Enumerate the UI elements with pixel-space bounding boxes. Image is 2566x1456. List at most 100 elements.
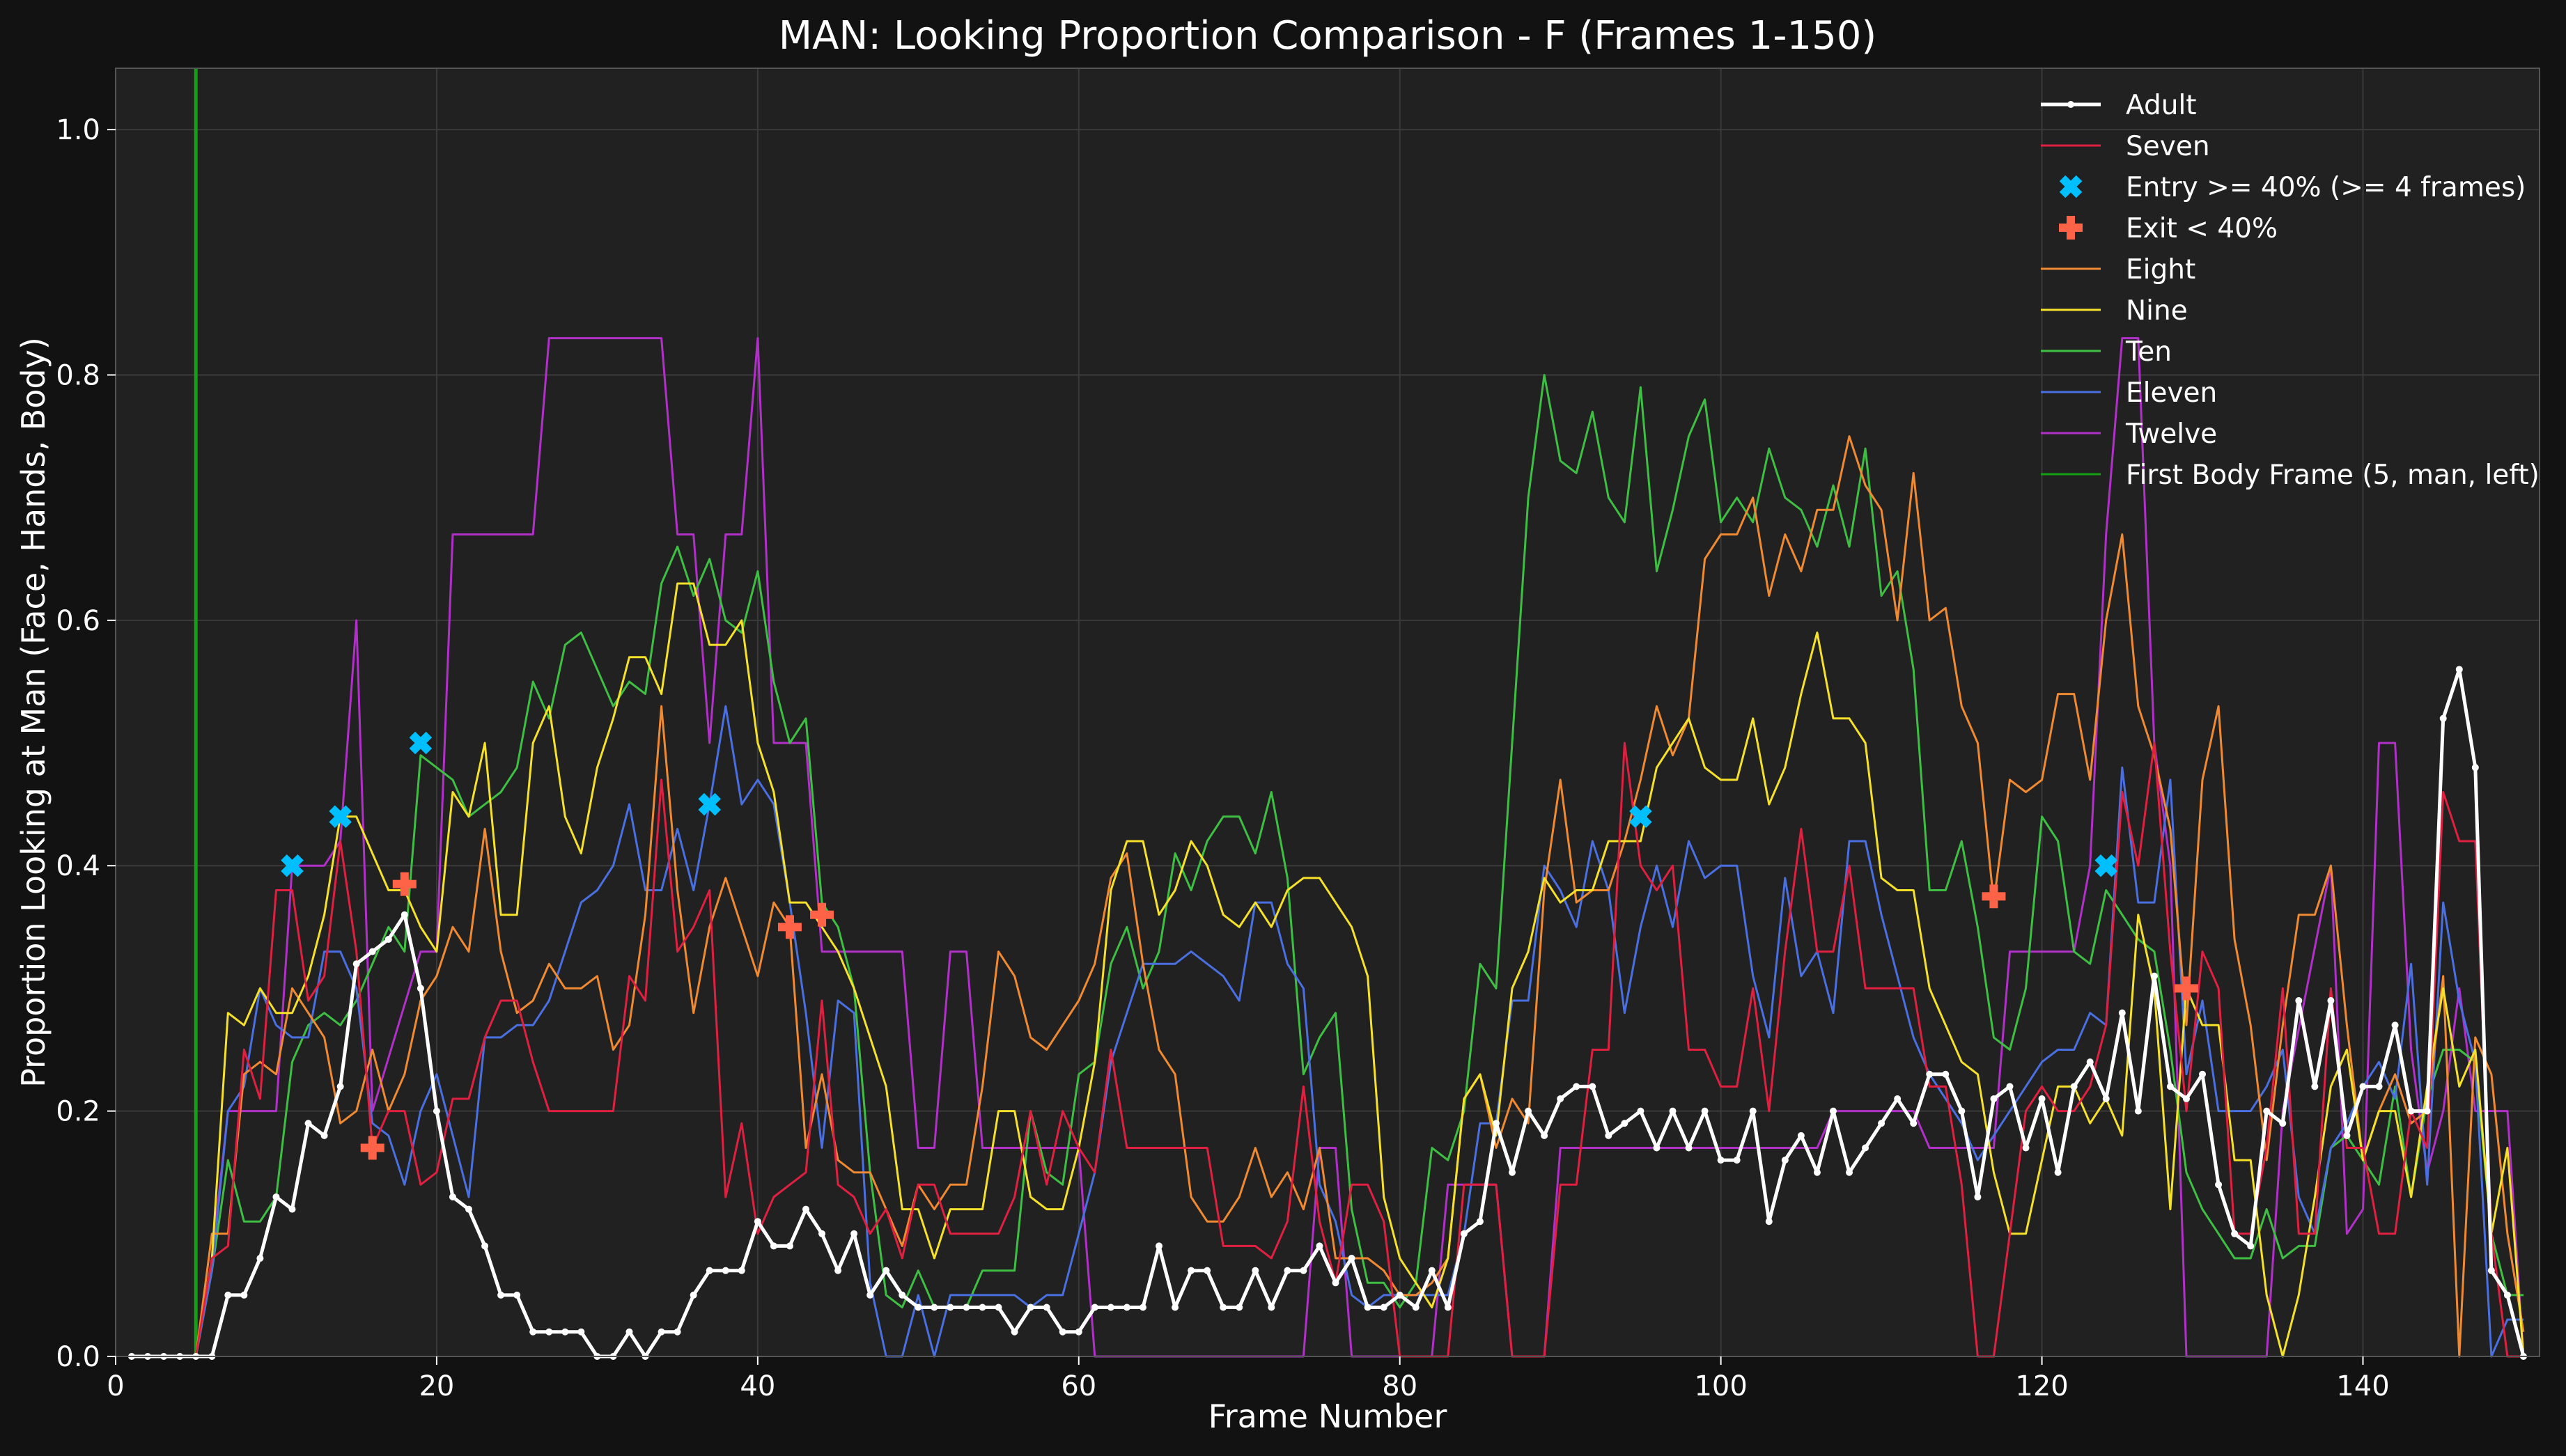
data-point-adult <box>625 1328 633 1336</box>
data-point-adult <box>2487 1267 2495 1274</box>
y-axis-title: Proportion Looking at Man (Face, Hands, … <box>15 337 52 1088</box>
legend-label: Eight <box>2126 254 2195 285</box>
data-point-adult <box>1509 1168 1516 1176</box>
data-point-adult <box>2375 1083 2383 1090</box>
data-point-adult <box>2327 997 2335 1005</box>
data-point-adult <box>1059 1328 1066 1336</box>
data-point-adult <box>256 1255 264 1262</box>
legend-item-adult: Adult <box>2041 90 2197 121</box>
data-point-adult <box>2295 997 2303 1005</box>
data-point-adult <box>2359 1083 2367 1090</box>
data-point-adult <box>2102 1095 2110 1102</box>
data-point-adult <box>2199 1070 2207 1078</box>
data-point-adult <box>1829 1107 1837 1115</box>
data-point-adult <box>690 1291 697 1299</box>
data-point-adult <box>2279 1120 2287 1127</box>
data-point-adult <box>1220 1304 1227 1311</box>
data-point-adult <box>1268 1304 1275 1311</box>
data-point-adult <box>1813 1168 1821 1176</box>
data-point-adult <box>2439 714 2447 722</box>
data-point-adult <box>272 1193 280 1200</box>
data-point-adult <box>352 960 360 968</box>
x-tick-label: 0 <box>107 1370 124 1402</box>
data-point-adult <box>1525 1107 1532 1115</box>
exit-marker <box>777 915 802 939</box>
exit-marker <box>392 872 417 896</box>
data-point-adult <box>802 1205 809 1213</box>
series-eleven <box>132 705 2524 1358</box>
entry-marker <box>281 854 304 877</box>
data-point-adult <box>1926 1070 1934 1078</box>
legend-item-eight: Eight <box>2041 254 2195 285</box>
data-point-adult <box>1797 1132 1805 1139</box>
exit-marker <box>2174 976 2198 1001</box>
data-point-adult <box>1846 1168 1853 1176</box>
legend-item-eleven: Eleven <box>2041 377 2217 409</box>
data-point-adult <box>1605 1132 1612 1139</box>
legend-swatch-marker <box>2067 101 2074 108</box>
plot-area <box>116 68 2540 1356</box>
entry-marker <box>2094 854 2118 877</box>
x-tick-label: 140 <box>2336 1370 2389 1402</box>
series-layer <box>128 337 2527 1360</box>
data-point-adult <box>2423 1107 2431 1115</box>
series-adult <box>128 666 2527 1360</box>
data-point-adult <box>401 911 408 918</box>
data-point-adult <box>738 1267 745 1274</box>
data-point-adult <box>1573 1083 1580 1090</box>
exit-marker <box>810 902 834 927</box>
y-tick-label: 0.8 <box>56 359 100 391</box>
data-point-adult <box>1589 1083 1596 1090</box>
entry-marker <box>698 792 721 816</box>
data-point-adult <box>545 1328 553 1336</box>
data-point-adult <box>1139 1304 1146 1311</box>
legend-label: First Body Frame (5, man, left) <box>2126 460 2540 491</box>
data-point-adult <box>465 1205 473 1213</box>
legend-label: Ten <box>2125 336 2172 368</box>
data-point-adult <box>1541 1132 1548 1139</box>
y-tick-label: 1.0 <box>56 114 100 146</box>
legend-label: Adult <box>2126 90 2197 121</box>
data-point-adult <box>529 1328 537 1336</box>
data-point-adult <box>384 935 392 943</box>
data-point-adult <box>915 1304 922 1311</box>
data-point-adult <box>1781 1157 1789 1164</box>
x-tick-label: 20 <box>419 1370 454 1402</box>
entry-marker <box>409 731 433 755</box>
data-point-adult <box>1027 1304 1034 1311</box>
data-point-adult <box>866 1291 874 1299</box>
data-point-adult <box>368 948 376 955</box>
data-point-adult <box>1300 1267 1307 1274</box>
data-point-adult <box>497 1291 505 1299</box>
legend-label: Entry >= 40% (>= 4 frames) <box>2126 172 2526 203</box>
series-twelve <box>132 337 2525 1358</box>
data-point-adult <box>1910 1120 1918 1127</box>
data-point-adult <box>433 1107 440 1115</box>
data-point-adult <box>2150 972 2158 980</box>
data-point-adult <box>304 1120 312 1127</box>
data-point-adult <box>2134 1107 2142 1115</box>
series-line-ten <box>132 374 2524 1358</box>
legend-swatch <box>2059 175 2083 198</box>
data-point-adult <box>899 1291 906 1299</box>
data-point-adult <box>2166 1083 2174 1090</box>
data-point-adult <box>1043 1304 1050 1311</box>
x-axis-ticks: 0 20 40 60 80 100 120 140 <box>107 1356 2390 1402</box>
data-point-adult <box>722 1267 729 1274</box>
entry-marker <box>329 805 352 829</box>
data-point-adult <box>947 1304 954 1311</box>
data-point-adult <box>449 1193 456 1200</box>
data-point-adult <box>1284 1267 1291 1274</box>
y-tick-label: 0.0 <box>56 1341 100 1373</box>
data-point-adult <box>224 1291 232 1299</box>
legend-label: Exit < 40% <box>2126 213 2278 244</box>
series-ten <box>132 374 2524 1358</box>
data-point-adult <box>931 1304 938 1311</box>
data-point-adult <box>2247 1242 2255 1250</box>
data-point-adult <box>1316 1242 1323 1250</box>
data-point-adult <box>1717 1157 1725 1164</box>
plot-frame <box>115 68 2540 1357</box>
data-point-adult <box>2182 1095 2190 1102</box>
data-point-adult <box>1252 1267 1259 1274</box>
